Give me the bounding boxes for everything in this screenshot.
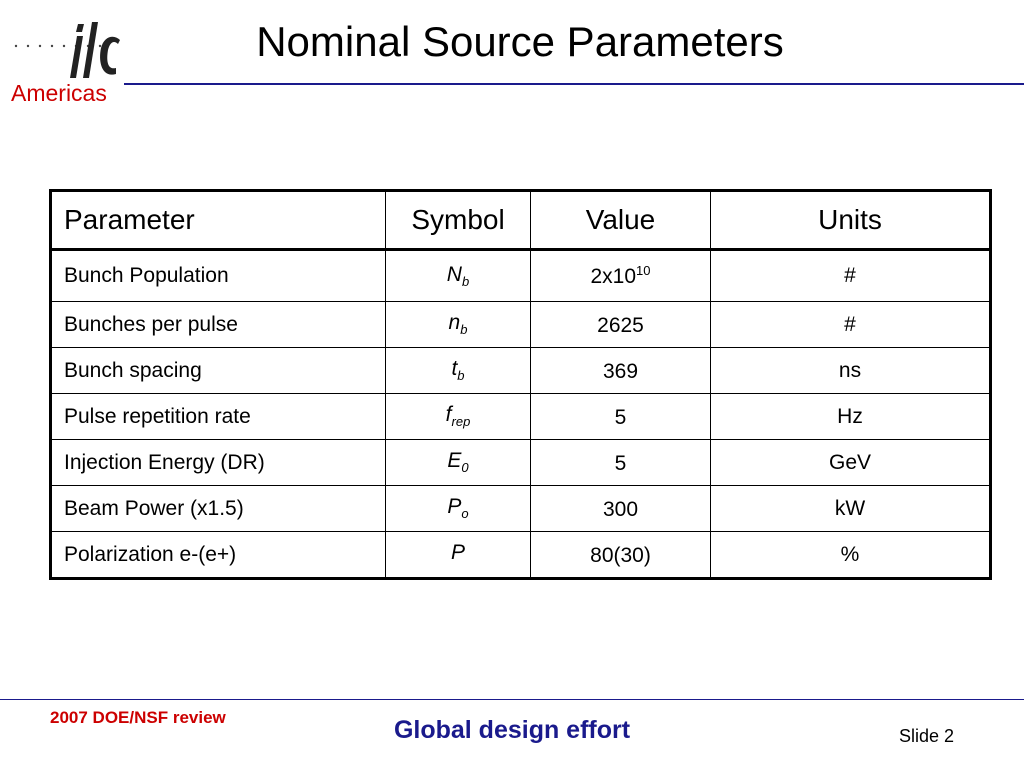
value-text: 2x1010	[590, 263, 651, 288]
header-units: Units	[710, 190, 991, 251]
header-parameter: Parameter	[50, 190, 386, 251]
cell-units: ns	[710, 347, 991, 394]
cell-parameter: Bunch Population	[50, 249, 386, 302]
table-row: Bunch Population Nb 2x1010 #	[50, 249, 991, 302]
cell-parameter: Bunch spacing	[50, 347, 386, 394]
cell-value: 2x1010	[530, 249, 711, 302]
cell-value: 5	[530, 439, 711, 486]
cell-value: 369	[530, 347, 711, 394]
cell-units: kW	[710, 485, 991, 532]
symbol-text: P	[450, 541, 465, 565]
table-row: Injection Energy (DR) E0 5 GeV	[50, 439, 991, 486]
symbol-text: Po	[447, 495, 469, 522]
symbol-text: tb	[451, 357, 465, 384]
table-row: Pulse repetition rate frep 5 Hz	[50, 393, 991, 440]
cell-symbol: tb	[385, 347, 531, 394]
cell-value: 80(30)	[530, 531, 711, 579]
value-text: 5	[614, 451, 627, 475]
cell-value: 5	[530, 393, 711, 440]
symbol-text: frep	[445, 403, 471, 430]
ilc-logo-mark	[70, 22, 120, 78]
symbol-text: E0	[447, 449, 469, 476]
cell-parameter: Injection Energy (DR)	[50, 439, 386, 486]
logo-caption: Americas	[11, 80, 107, 106]
cell-symbol: nb	[385, 301, 531, 348]
cell-parameter: Beam Power (x1.5)	[50, 485, 386, 532]
cell-symbol: frep	[385, 393, 531, 440]
cell-parameter: Pulse repetition rate	[50, 393, 386, 440]
slide-number: Slide 2	[898, 726, 954, 746]
cell-units: #	[710, 301, 991, 348]
cell-units: %	[710, 531, 991, 579]
cell-parameter: Polarization e-(e+)	[50, 531, 386, 579]
symbol-text: Nb	[446, 262, 470, 290]
value-text: 80(30)	[590, 543, 651, 567]
title-divider	[124, 83, 1024, 85]
cell-value: 300	[530, 485, 711, 532]
cell-units: Hz	[710, 393, 991, 440]
cell-symbol: P	[385, 531, 531, 579]
table-row: Beam Power (x1.5) Po 300 kW	[50, 485, 991, 532]
cell-symbol: Po	[385, 485, 531, 532]
ilc-logo: Americas	[8, 14, 128, 106]
cell-value: 2625	[530, 301, 711, 348]
cell-symbol: E0	[385, 439, 531, 486]
table-row: Bunches per pulse nb 2625 #	[50, 301, 991, 348]
symbol-text: nb	[448, 311, 468, 338]
slide-title: Nominal Source Parameters	[256, 18, 784, 65]
header-symbol: Symbol	[385, 190, 531, 251]
value-text: 5	[614, 405, 627, 429]
cell-symbol: Nb	[385, 249, 531, 302]
value-text: 2625	[597, 313, 644, 337]
value-text: 300	[602, 497, 639, 521]
cell-units: GeV	[710, 439, 991, 486]
footer-divider	[0, 699, 1024, 700]
footer-tagline: Global design effort	[393, 716, 631, 744]
source-parameters-table: Parameter Symbol Value Units Bunch Popul…	[49, 189, 992, 580]
cell-parameter: Bunches per pulse	[50, 301, 386, 348]
table-row: Bunch spacing tb 369 ns	[50, 347, 991, 394]
table-header-row: Parameter Symbol Value Units	[50, 190, 991, 251]
header-value: Value	[530, 190, 711, 251]
footer-review-label: 2007 DOE/NSF review	[50, 708, 226, 727]
cell-units: #	[710, 249, 991, 302]
value-text: 369	[602, 359, 639, 383]
table-row: Polarization e-(e+) P 80(30) %	[50, 531, 991, 579]
